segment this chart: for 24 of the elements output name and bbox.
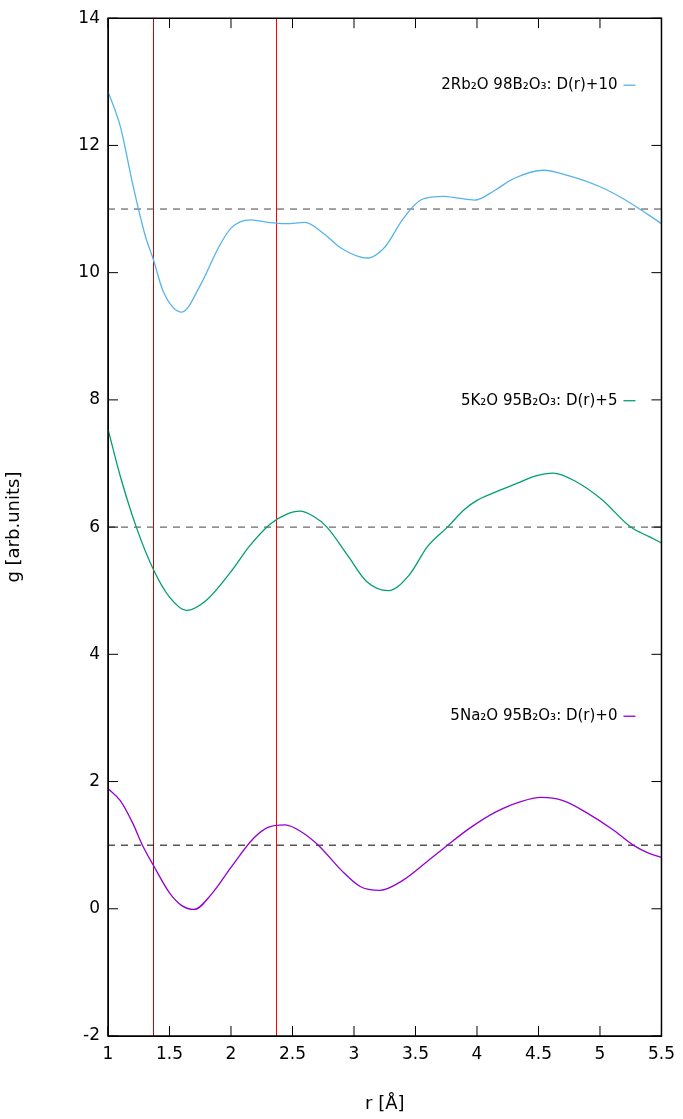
x-tick-label: 4.5 [524, 1042, 553, 1063]
y-tick-label: 12 [78, 133, 100, 154]
legend-label: 5K₂O 95B₂O₃: D(r)+5 [460, 390, 618, 409]
legend-label: 5Na₂O 95B₂O₃: D(r)+0 [450, 706, 618, 725]
x-tick-label: 1.5 [155, 1042, 184, 1063]
x-tick-label: 5.5 [647, 1042, 676, 1063]
y-tick-label: 14 [78, 6, 100, 27]
x-axis-title: r [Å] [365, 1091, 405, 1113]
x-tick-label: 1 [102, 1042, 114, 1063]
y-tick-label: 8 [89, 388, 100, 409]
x-tick-label: 2 [225, 1042, 237, 1063]
y-tick-label: -2 [83, 1024, 100, 1045]
x-tick-label: 4 [471, 1042, 483, 1063]
y-tick-label: 2 [89, 769, 100, 790]
y-tick-label: 10 [78, 261, 100, 282]
x-tick-label: 2.5 [278, 1042, 307, 1063]
y-tick-label: 6 [89, 515, 100, 536]
x-tick-label: 3 [348, 1042, 360, 1063]
y-axis-title: g [arb.units] [2, 471, 24, 583]
x-tick-label: 5 [594, 1042, 606, 1063]
y-tick-label: 4 [89, 642, 100, 663]
legend-label: 2Rb₂O 98B₂O₃: D(r)+10 [441, 75, 618, 94]
y-tick-label: 0 [89, 897, 100, 918]
x-tick-label: 3.5 [401, 1042, 430, 1063]
